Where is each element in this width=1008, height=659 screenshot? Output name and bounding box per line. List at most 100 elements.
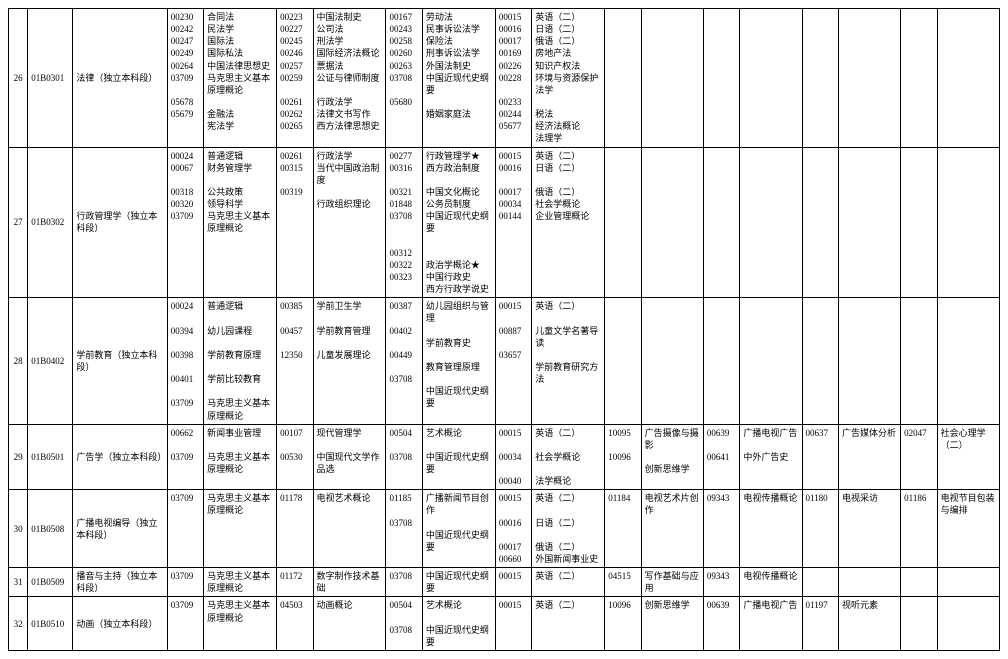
- major-code: 01B0509: [28, 568, 73, 597]
- course-name-col1: 普通逻辑 幼儿园课程 学前教育原理 学前比较教育 马克思主义基本原理概论: [204, 298, 277, 424]
- course-code-col8: [901, 597, 937, 651]
- table-row: 2801B0402学前教育（独立本科段）00024 00394 00398 00…: [9, 298, 1000, 424]
- course-name-col3: 广播新闻节目创作 中国近现代史纲要: [422, 490, 495, 568]
- course-name-col1: 普通逻辑财务管理学 公共政策领导科学马克思主义基本原理概论: [204, 147, 277, 298]
- course-name-col5: [641, 9, 703, 148]
- course-name-col1: 合同法民法学国际法国际私法中国法律思想史马克思主义基本原理概论 金融法宪法学: [204, 9, 277, 148]
- course-code-col1: 00662 03709: [167, 424, 203, 490]
- course-name-col1: 马克思主义基本原理概论: [204, 568, 277, 597]
- row-index: 31: [9, 568, 28, 597]
- course-code-col3: 00387 00402 00449 03708: [386, 298, 422, 424]
- course-name-col6: [740, 9, 802, 148]
- course-name-col8: [937, 568, 999, 597]
- row-index: 30: [9, 490, 28, 568]
- major-name: 广告学（独立本科段）: [73, 424, 167, 490]
- course-code-col2: 01172: [277, 568, 313, 597]
- course-code-col1: 00024 00394 00398 00401 03709: [167, 298, 203, 424]
- course-name-col4: 英语（二）日语（二）俄语（二）房地产法知识产权法环境与资源保护法学 税法经济法概…: [532, 9, 605, 148]
- course-code-col4: 000150001600017001690022600228 002330024…: [495, 9, 531, 148]
- course-name-col5: 写作基础与应用: [641, 568, 703, 597]
- course-code-col4: 00015: [495, 568, 531, 597]
- course-code-col6: 00639: [703, 597, 739, 651]
- course-table: 2601B0301法律（独立本科段）0023000242002470024900…: [8, 8, 1000, 651]
- course-name-col8: [937, 298, 999, 424]
- course-name-col7: 视听元素: [838, 597, 900, 651]
- course-name-col8: 电视节目包装与编排: [937, 490, 999, 568]
- course-name-col4: 英语（二） 儿童文学名著导读 学前教育研究方法: [532, 298, 605, 424]
- course-code-col4: 00015 00016 0001700660: [495, 490, 531, 568]
- course-code-col2: 01178: [277, 490, 313, 568]
- course-name-col6: 广播电视广告 中外广告史: [740, 424, 802, 490]
- major-code: 01B0510: [28, 597, 73, 651]
- major-code: 01B0302: [28, 147, 73, 298]
- course-name-col5: 广告摄像与摄影 创新思维学: [641, 424, 703, 490]
- table-row: 3201B0510动画（独立本科段）03709马克思主义基本原理概论04503动…: [9, 597, 1000, 651]
- course-code-col8: 01186: [901, 490, 937, 568]
- course-name-col4: 英语（二）: [532, 568, 605, 597]
- course-code-col7: [802, 147, 838, 298]
- course-name-col2: 数字制作技术基础: [313, 568, 386, 597]
- major-name: 学前教育（独立本科段）: [73, 298, 167, 424]
- course-name-col8: [937, 597, 999, 651]
- major-name: 法律（独立本科段）: [73, 9, 167, 148]
- course-name-col8: [937, 9, 999, 148]
- course-name-col6: [740, 298, 802, 424]
- course-code-col2: 04503: [277, 597, 313, 651]
- course-name-col1: 新闻事业管理 马克思主义基本原理概论: [204, 424, 277, 490]
- course-name-col8: [937, 147, 999, 298]
- course-code-col6: 09343: [703, 568, 739, 597]
- course-name-col6: [740, 147, 802, 298]
- table-row: 3001B0508广播电视编导（独立本科段）03709马克思主义基本原理概论01…: [9, 490, 1000, 568]
- course-code-col5: 04515: [605, 568, 641, 597]
- row-index: 26: [9, 9, 28, 148]
- course-code-col5: [605, 147, 641, 298]
- major-name: 行政管理学（独立本科段）: [73, 147, 167, 298]
- course-name-col2: 学前卫生学 学前教育管理 儿童发展理论: [313, 298, 386, 424]
- course-code-col6: [703, 9, 739, 148]
- course-code-col8: [901, 9, 937, 148]
- course-name-col7: [838, 568, 900, 597]
- course-name-col2: 现代管理学 中国现代文学作品选: [313, 424, 386, 490]
- course-code-col8: 02047: [901, 424, 937, 490]
- major-name: 动画（独立本科段）: [73, 597, 167, 651]
- course-name-col7: 电视采访: [838, 490, 900, 568]
- course-code-col4: 00015: [495, 597, 531, 651]
- course-code-col6: 00639 00641: [703, 424, 739, 490]
- course-name-col5: [641, 298, 703, 424]
- course-code-col4: 00015 00034 00040: [495, 424, 531, 490]
- course-code-col5: 10095 10096: [605, 424, 641, 490]
- course-code-col1: 03709: [167, 597, 203, 651]
- table-row: 2901B0501广告学（独立本科段）00662 03709新闻事业管理 马克思…: [9, 424, 1000, 490]
- course-code-col3: 0027700316 003210184803708 0031200322003…: [386, 147, 422, 298]
- course-code-col2: 002230022700245002460025700259 002610026…: [277, 9, 313, 148]
- course-code-col5: [605, 298, 641, 424]
- course-code-col7: 01197: [802, 597, 838, 651]
- course-name-col2: 中国法制史公司法刑法学国际经济法概论票据法公证与律师制度 行政法学法律文书写作西…: [313, 9, 386, 148]
- course-code-col6: 09343: [703, 490, 739, 568]
- course-code-col1: 002300024200247002490026403709 056780567…: [167, 9, 203, 148]
- table-row: 2601B0301法律（独立本科段）0023000242002470024900…: [9, 9, 1000, 148]
- course-code-col4: 0001500016 000170003400144: [495, 147, 531, 298]
- major-code: 01B0501: [28, 424, 73, 490]
- course-name-col3: 中国近现代史纲要: [422, 568, 495, 597]
- course-code-col3: 00504 03708: [386, 597, 422, 651]
- row-index: 27: [9, 147, 28, 298]
- course-code-col7: [802, 298, 838, 424]
- table-row: 3101B0509播音与主持（独立本科段）03709马克思主义基本原理概论011…: [9, 568, 1000, 597]
- course-name-col3: 行政管理学★西方政治制度 中国文化概论公务员制度中国近现代史纲要 政治学概论★中…: [422, 147, 495, 298]
- course-code-col8: [901, 568, 937, 597]
- course-code-col7: [802, 568, 838, 597]
- course-code-col3: 001670024300258002600026303708 05680: [386, 9, 422, 148]
- course-code-col2: 00107 00530: [277, 424, 313, 490]
- course-name-col2: 电视艺术概论: [313, 490, 386, 568]
- course-name-col4: 英语（二）日语（二） 俄语（二）社会学概论企业管理概论: [532, 147, 605, 298]
- course-code-col7: [802, 9, 838, 148]
- major-code: 01B0508: [28, 490, 73, 568]
- course-code-col2: 0026100315 00319: [277, 147, 313, 298]
- course-name-col5: 电视艺术片创作: [641, 490, 703, 568]
- course-name-col5: [641, 147, 703, 298]
- table-row: 2701B0302行政管理学（独立本科段）0002400067 00318003…: [9, 147, 1000, 298]
- course-name-col7: [838, 298, 900, 424]
- row-index: 29: [9, 424, 28, 490]
- course-name-col1: 马克思主义基本原理概论: [204, 490, 277, 568]
